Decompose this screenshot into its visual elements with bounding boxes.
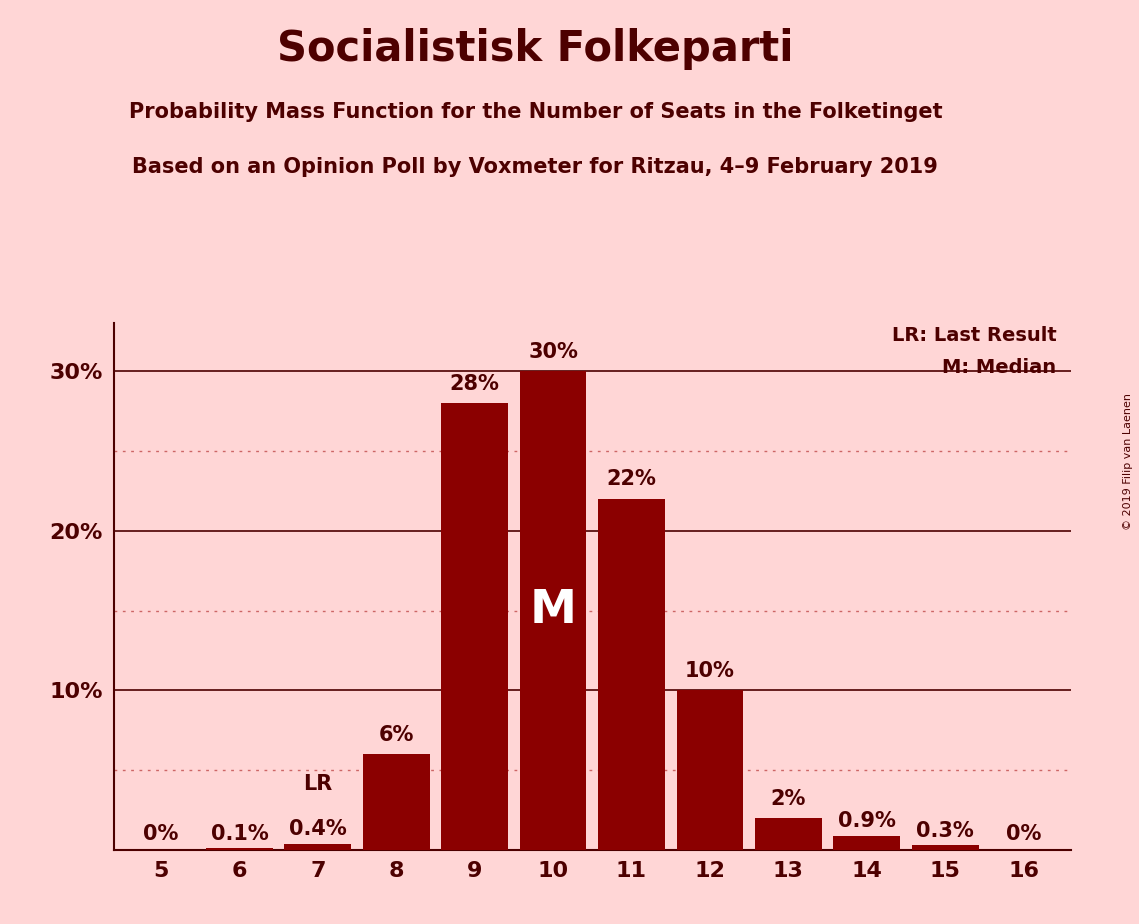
Text: 0.9%: 0.9%: [838, 811, 895, 831]
Text: LR: Last Result: LR: Last Result: [892, 326, 1056, 345]
Bar: [677, 690, 744, 850]
Bar: [598, 499, 665, 850]
Text: 0.3%: 0.3%: [916, 821, 974, 841]
Text: 28%: 28%: [450, 373, 500, 394]
Text: 2%: 2%: [771, 788, 806, 808]
Bar: [755, 818, 821, 850]
Text: 22%: 22%: [607, 469, 656, 490]
Bar: [285, 844, 351, 850]
Bar: [912, 845, 978, 850]
Text: © 2019 Filip van Laenen: © 2019 Filip van Laenen: [1123, 394, 1133, 530]
Bar: [206, 848, 272, 850]
Text: 0.4%: 0.4%: [289, 819, 346, 839]
Text: Based on an Opinion Poll by Voxmeter for Ritzau, 4–9 February 2019: Based on an Opinion Poll by Voxmeter for…: [132, 157, 939, 177]
Text: 0.1%: 0.1%: [211, 823, 269, 844]
Bar: [519, 371, 587, 850]
Text: 6%: 6%: [378, 724, 413, 745]
Text: Probability Mass Function for the Number of Seats in the Folketinget: Probability Mass Function for the Number…: [129, 102, 942, 122]
Bar: [441, 403, 508, 850]
Text: 10%: 10%: [685, 661, 735, 681]
Text: LR: LR: [303, 774, 333, 795]
Text: Socialistisk Folkeparti: Socialistisk Folkeparti: [277, 28, 794, 69]
Bar: [363, 754, 429, 850]
Text: 30%: 30%: [528, 342, 577, 361]
Bar: [834, 835, 900, 850]
Text: M: M: [530, 589, 576, 633]
Text: 0%: 0%: [144, 823, 179, 844]
Text: 0%: 0%: [1006, 823, 1041, 844]
Text: M: Median: M: Median: [942, 358, 1056, 377]
